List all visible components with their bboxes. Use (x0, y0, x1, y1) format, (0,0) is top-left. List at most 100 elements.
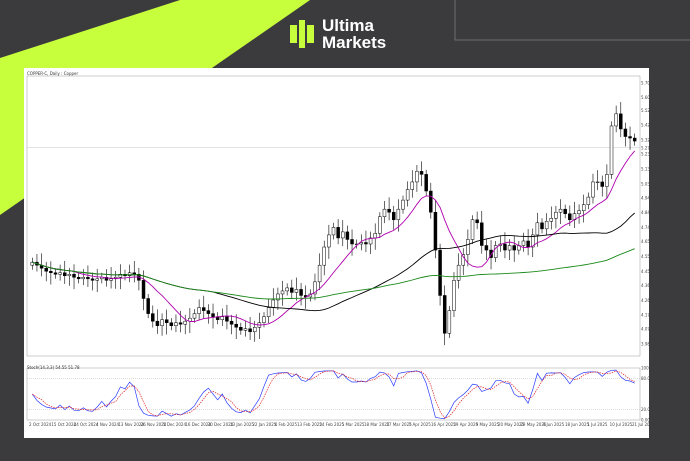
candle-up (521, 240, 526, 246)
stoch-tick-label: 20.00 (641, 407, 649, 412)
x-tick-label: 15 Oct 2024 (51, 422, 76, 427)
candle-down (76, 277, 81, 280)
candle-up (614, 113, 618, 127)
candle-down (146, 298, 150, 314)
candle-up (591, 181, 595, 198)
x-tick-label: 13 Jan 2025 (230, 422, 254, 427)
candle-up (266, 307, 271, 317)
candle-down (86, 277, 90, 280)
y-tick-label: 5.6090 (641, 95, 649, 100)
candle-up (581, 204, 586, 211)
candle-down (299, 289, 303, 296)
candle-up (127, 272, 132, 277)
candle-up (401, 199, 405, 210)
candle-up (577, 210, 581, 214)
y-tick-label: 3.9800 (641, 341, 649, 346)
candle-down (49, 270, 53, 274)
stoch-tick-label: 0.00 (641, 418, 649, 423)
candle-up (452, 280, 456, 311)
candle-up (470, 219, 475, 240)
candle-up (252, 326, 257, 333)
price-frame (26, 75, 641, 357)
y-tick-label: 4.6550 (641, 239, 649, 244)
brand-line1: Ultima (322, 16, 374, 35)
candle-down (345, 231, 350, 240)
candle-up (368, 237, 373, 245)
candle-down (90, 278, 95, 281)
candle-down (104, 277, 109, 281)
candle-up (280, 290, 285, 295)
candle-down (169, 322, 174, 326)
stoch-d-line (32, 370, 635, 419)
current-price-label: 5.2758 (641, 145, 649, 150)
candle-down (600, 181, 604, 187)
candle-up (544, 221, 549, 230)
candle-down (290, 287, 294, 293)
candle-down (178, 322, 183, 325)
candle-up (605, 174, 609, 187)
candle-down (151, 313, 155, 322)
candle-down (632, 137, 637, 142)
y-tick-label: 4.9440 (641, 195, 649, 200)
candle-down (53, 272, 58, 275)
x-tick-label: 5 Dec 2024 (163, 422, 186, 427)
candle-up (382, 208, 387, 218)
x-tick-label: 24 Oct 2024 (74, 422, 99, 427)
candle-up (327, 234, 331, 248)
y-tick-label: 5.2340 (641, 152, 649, 157)
candle-up (192, 313, 197, 319)
ultima-logo-icon (290, 20, 314, 48)
brand: Ultima Markets (290, 14, 386, 54)
x-tick-label: 16 Dec 2024 (185, 422, 211, 427)
x-tick-label: 2 Oct 2024 (29, 422, 52, 427)
candle-down (132, 272, 136, 275)
x-tick-label: 13 Feb 2025 (297, 422, 322, 427)
x-tick-label: 5 Mar 2025 (342, 422, 365, 427)
stoch-frame (26, 367, 641, 421)
candle-up (535, 222, 540, 236)
candle-up (174, 322, 178, 326)
candle-up (461, 254, 465, 266)
candle-down (540, 222, 544, 230)
candle-up (67, 274, 72, 277)
candle-down (350, 239, 354, 245)
candle-up (586, 196, 591, 205)
candle-down (72, 274, 76, 278)
x-tick-label: 29 May 2025 (520, 422, 547, 427)
candle-down (429, 190, 433, 213)
candle-up (595, 181, 600, 183)
x-tick-label: 24 Feb 2025 (319, 422, 344, 427)
y-tick-label: 4.1705 (641, 313, 649, 318)
candle-down (164, 319, 169, 323)
candle-up (262, 316, 266, 323)
y-tick-label: 4.8465 (641, 210, 649, 215)
candle-up (220, 316, 225, 320)
chart-panel: 5.7045 5.6090 5.5230 5.4250 5.3270 5.2340 5.13… (24, 68, 649, 438)
candle-down (563, 208, 567, 214)
symbol-label: COPPER-C, Daily : Copper (27, 71, 79, 76)
candle-up (322, 246, 326, 266)
candle-down (206, 310, 211, 314)
candle-down (202, 307, 206, 311)
candle-down (234, 323, 238, 328)
candle-up (109, 278, 113, 281)
y-tick-label: 5.3270 (641, 138, 649, 143)
candle-down (387, 208, 391, 213)
candle-down (619, 113, 623, 130)
candle-up (341, 231, 345, 239)
x-tick-label: 18 Jun 2025 (565, 422, 590, 427)
stoch-tick-label: 100.00 (641, 366, 649, 371)
candle-down (141, 280, 146, 299)
candle-down (424, 174, 428, 192)
candle-down (225, 316, 229, 322)
candle-down (438, 249, 442, 296)
x-tick-label: 16 Apr 2025 (431, 422, 456, 427)
x-tick-label: 26 Nov 2024 (141, 422, 167, 427)
y-tick-label: 4.5575 (641, 254, 649, 259)
ma-fast-line (32, 150, 636, 326)
candle-down (211, 313, 215, 317)
candle-down (229, 320, 234, 325)
x-tick-label: 21 Jul 2025 (632, 422, 649, 427)
candle-up (118, 274, 123, 278)
x-tick-label: 27 Mar 2025 (386, 422, 412, 427)
